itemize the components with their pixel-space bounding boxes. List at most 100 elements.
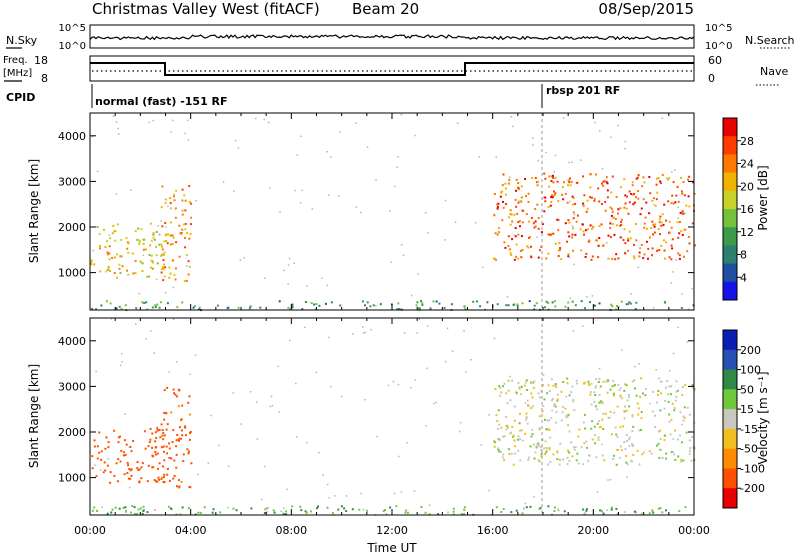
sparse-echo <box>300 135 302 137</box>
sparse-echo <box>626 476 628 478</box>
echo-cell <box>126 247 129 250</box>
echo-cell <box>188 395 191 398</box>
sparse-echo <box>686 341 689 343</box>
echo-cell <box>654 223 657 226</box>
echo-cell <box>660 221 663 224</box>
sparse-echo <box>160 220 163 222</box>
echo-cell <box>611 385 614 388</box>
echo-cell <box>179 232 182 235</box>
sparse-echo <box>330 156 332 158</box>
echo-cell <box>643 451 645 454</box>
sparse-echo <box>286 488 288 490</box>
echo-cell <box>362 508 365 511</box>
echo-cell <box>149 222 152 225</box>
echo-cell <box>617 208 620 211</box>
sparse-echo <box>218 444 220 447</box>
echo-cell <box>190 462 193 465</box>
sparse-echo <box>124 413 126 415</box>
echo-cell <box>508 248 511 251</box>
echo-cell <box>601 418 604 421</box>
colorbar-frame <box>722 329 738 509</box>
sparse-echo <box>269 405 272 408</box>
echo-cell <box>590 196 593 199</box>
echo-cell <box>187 507 190 510</box>
echo-cell <box>545 451 548 454</box>
echo-cell <box>629 302 632 305</box>
sparse-echo <box>397 156 399 158</box>
echo-cell <box>582 202 585 205</box>
echo-cell <box>689 449 691 452</box>
sparse-echo <box>362 326 364 328</box>
echo-cell <box>389 506 392 509</box>
sparse-echo <box>668 370 671 372</box>
echo-cell <box>315 303 318 305</box>
sparse-echo <box>227 465 230 467</box>
echo-cell <box>173 459 176 462</box>
echo-cell <box>657 507 660 510</box>
echo-cell <box>683 194 686 197</box>
echo-cell <box>463 508 466 511</box>
echo-cell <box>226 307 229 310</box>
echo-cell <box>149 427 152 430</box>
y-tick-label: 2000 <box>58 426 86 439</box>
echo-cell <box>460 513 463 516</box>
sparse-echo <box>172 318 175 321</box>
echo-cell <box>575 181 578 184</box>
echo-cell <box>146 308 149 311</box>
echo-cell <box>114 506 117 509</box>
echo-cell <box>104 246 107 248</box>
sparse-echo <box>621 349 623 351</box>
y-tick-label: 1000 <box>58 472 86 485</box>
echo-cell <box>162 438 165 441</box>
echo-cell <box>150 239 153 242</box>
echo-cell <box>543 306 546 309</box>
echo-cell <box>574 445 577 448</box>
echo-cell <box>526 389 529 391</box>
sparse-echo <box>624 147 626 150</box>
echo-cell <box>96 457 99 460</box>
echo-cell <box>598 302 601 305</box>
sparse-echo <box>197 473 199 476</box>
echo-cell <box>170 457 173 460</box>
echo-cell <box>504 182 507 185</box>
echo-cell <box>602 245 605 247</box>
echo-cell <box>181 301 184 304</box>
echo-cell <box>509 213 512 216</box>
sparse-echo <box>537 159 539 162</box>
echo-cell <box>181 228 184 231</box>
echo-cell <box>519 412 521 415</box>
echo-cell <box>536 184 539 187</box>
echo-cell <box>130 450 133 453</box>
echo-cell <box>640 429 642 431</box>
echo-cell <box>282 512 285 515</box>
echo-cell <box>138 468 141 471</box>
echo-cell <box>568 221 571 224</box>
echo-cell <box>663 203 666 206</box>
echo-cell <box>547 505 550 508</box>
sparse-echo <box>263 118 265 121</box>
echo-cell <box>606 182 609 185</box>
echo-cell <box>633 257 636 260</box>
sparse-echo <box>620 387 622 389</box>
echo-cell <box>582 230 585 233</box>
sparse-echo <box>94 464 96 466</box>
echo-cell <box>640 207 643 210</box>
echo-cell <box>531 433 534 436</box>
echo-cell <box>582 421 585 424</box>
echo-cell <box>616 435 619 438</box>
echo-cell <box>601 402 604 405</box>
echo-cell <box>151 446 153 449</box>
sparse-echo <box>263 465 266 468</box>
echo-cell <box>131 252 134 255</box>
echo-cell <box>557 255 560 257</box>
echo-cell <box>142 508 145 511</box>
sparse-echo <box>427 232 429 234</box>
echo-cell <box>174 278 177 281</box>
echo-cell <box>611 175 614 178</box>
echo-cell <box>615 308 618 311</box>
echo-cell <box>597 256 600 259</box>
echo-cell <box>659 507 662 510</box>
echo-cell <box>165 445 168 448</box>
echo-cell <box>638 255 641 258</box>
echo-cell <box>677 455 680 458</box>
